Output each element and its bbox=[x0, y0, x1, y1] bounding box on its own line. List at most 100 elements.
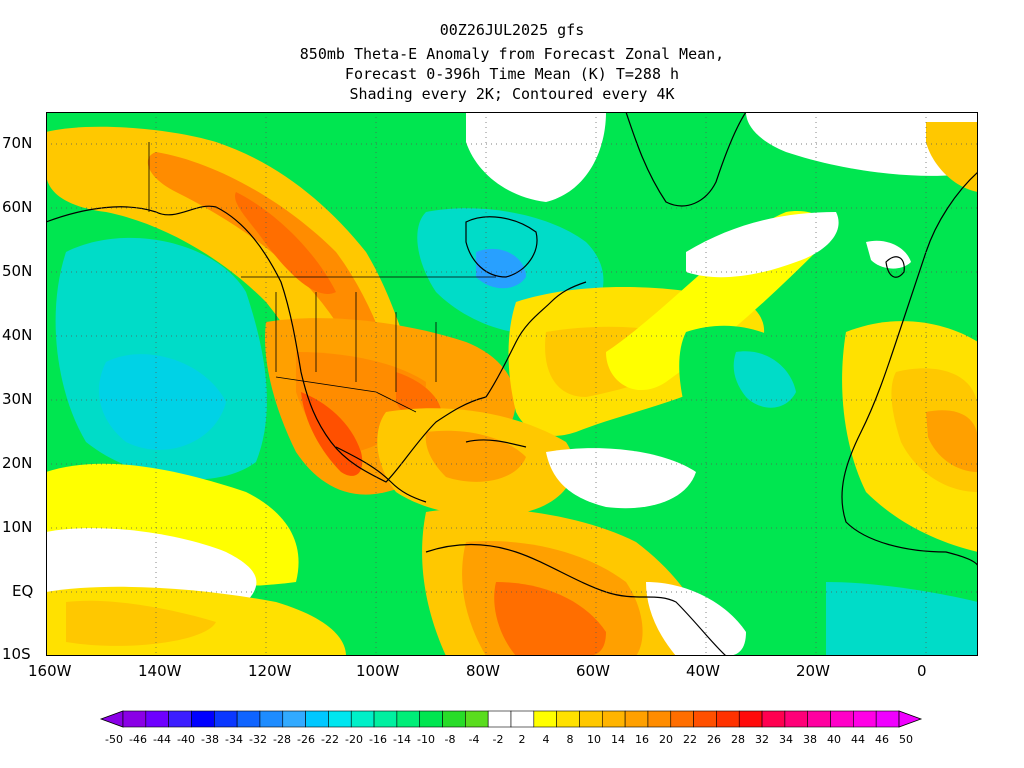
colorbar-right-arrow bbox=[898, 710, 923, 728]
colorbar-swatch bbox=[168, 710, 192, 728]
lat-label-30n: 30N bbox=[2, 390, 33, 408]
colorbar-tick-label: 38 bbox=[803, 733, 817, 746]
cuba-coastline bbox=[465, 439, 527, 448]
map-plot-area bbox=[46, 112, 978, 656]
colorbar-swatch bbox=[624, 710, 649, 728]
colorbar-tick-label: 34 bbox=[779, 733, 793, 746]
central-america-coastline bbox=[335, 446, 427, 503]
colorbar-swatch bbox=[784, 710, 809, 728]
colorbar-swatch bbox=[647, 710, 672, 728]
colorbar-tick-label: 20 bbox=[659, 733, 673, 746]
colorbar-tick-label: -32 bbox=[249, 733, 267, 746]
colorbar-tick-label: -50 bbox=[105, 733, 123, 746]
colorbar-tick-label: 26 bbox=[707, 733, 721, 746]
colorbar-tick-label: -14 bbox=[393, 733, 411, 746]
europe-africa-coastline bbox=[841, 171, 978, 568]
colorbar-tick-label: 14 bbox=[611, 733, 625, 746]
south-america-coastline bbox=[425, 543, 727, 656]
lon-label-40w: 40W bbox=[686, 662, 720, 680]
hudson-bay-coastline bbox=[465, 216, 538, 278]
colorbar-tick-label: 8 bbox=[566, 733, 574, 746]
colorbar-swatch bbox=[853, 710, 877, 728]
colorbar-tick-label: -38 bbox=[201, 733, 219, 746]
colorbar-tick-label: -40 bbox=[177, 733, 195, 746]
colorbar-swatch bbox=[830, 710, 854, 728]
colorbar-tick-label: 40 bbox=[827, 733, 841, 746]
lon-label-80w: 80W bbox=[466, 662, 500, 680]
lat-label-10n: 10N bbox=[2, 518, 33, 536]
colorbar-tick-label: -4 bbox=[468, 733, 480, 746]
caribbean-anomaly bbox=[377, 408, 696, 516]
colorbar-tick-label: -22 bbox=[321, 733, 339, 746]
south-america-warm-anomaly bbox=[422, 508, 746, 656]
colorbar-swatch bbox=[396, 710, 421, 728]
lon-label-120w: 120W bbox=[248, 662, 292, 680]
colorbar-tick-label: -34 bbox=[225, 733, 243, 746]
colorbar-swatch bbox=[305, 710, 329, 728]
colorbar-swatch bbox=[259, 710, 284, 728]
colorbar-swatch bbox=[533, 710, 557, 728]
north-america-coastline bbox=[46, 205, 587, 483]
lat-label-40n: 40N bbox=[2, 326, 33, 344]
lon-label-60w: 60W bbox=[576, 662, 610, 680]
colorbar-swatch bbox=[328, 710, 352, 728]
africa-warm-anomaly bbox=[842, 198, 978, 552]
colorbar-swatch bbox=[738, 710, 763, 728]
western-atlantic-warm-anomaly bbox=[508, 211, 839, 436]
colorbar-swatch bbox=[875, 710, 900, 728]
colorbar-swatch bbox=[145, 710, 169, 728]
greenland-coastline bbox=[625, 112, 747, 207]
colorbar-tick-label: 50 bbox=[899, 733, 913, 746]
british-isles-coastline bbox=[885, 256, 905, 278]
lon-label-20w: 20W bbox=[796, 662, 830, 680]
colorbar-tick-label: -46 bbox=[129, 733, 147, 746]
lat-label-10s: 10S bbox=[2, 645, 31, 663]
coastlines bbox=[46, 112, 978, 656]
lon-label-160w: 160W bbox=[28, 662, 72, 680]
colorbar-tick-label: 2 bbox=[518, 733, 526, 746]
map-title-line2: 850mb Theta-E Anomaly from Forecast Zona… bbox=[299, 45, 725, 63]
colorbar-swatch bbox=[510, 710, 535, 728]
colorbar-tick-label: -26 bbox=[297, 733, 315, 746]
colorbar-tick-label: 32 bbox=[755, 733, 769, 746]
lat-label-70n: 70N bbox=[2, 134, 33, 152]
colorbar-tick-label: -8 bbox=[444, 733, 456, 746]
lat-label-20n: 20N bbox=[2, 454, 33, 472]
colorbar-tick-label: 44 bbox=[851, 733, 865, 746]
colorbar-swatch bbox=[465, 710, 489, 728]
colorbar-tick-label: 16 bbox=[635, 733, 649, 746]
lat-label-eq: EQ bbox=[12, 582, 34, 600]
weather-map bbox=[46, 112, 978, 656]
colorbar-swatch bbox=[487, 710, 512, 728]
colorbar-tick-label: -44 bbox=[153, 733, 171, 746]
map-title-line4: Shading every 2K; Contoured every 4K bbox=[349, 85, 675, 103]
lat-label-60n: 60N bbox=[2, 198, 33, 216]
colorbar-swatch bbox=[236, 710, 261, 728]
colorbar-tick-label: 46 bbox=[875, 733, 889, 746]
colorbar-swatch bbox=[282, 710, 306, 728]
colorbar-tick-label: 22 bbox=[683, 733, 697, 746]
us-state-borders bbox=[275, 292, 437, 392]
colorbar-swatch bbox=[373, 710, 398, 728]
colorbar-swatch bbox=[693, 710, 717, 728]
lat-label-50n: 50N bbox=[2, 262, 33, 280]
map-title-line1: 00Z26JUL2025 gfs bbox=[439, 21, 585, 39]
colorbar-swatch bbox=[761, 710, 786, 728]
colorbar-swatch bbox=[579, 710, 603, 728]
colorbar-tick-label: -10 bbox=[417, 733, 435, 746]
colorbar-swatch bbox=[350, 710, 375, 728]
lon-label-100w: 100W bbox=[356, 662, 400, 680]
colorbar-swatch bbox=[556, 710, 580, 728]
colorbar-swatch bbox=[807, 710, 831, 728]
central-atlantic-cool-anomaly bbox=[679, 325, 978, 656]
colorbar-tick-label: 10 bbox=[587, 733, 601, 746]
colorbar-tick-label: 4 bbox=[542, 733, 550, 746]
lon-label-140w: 140W bbox=[138, 662, 182, 680]
lon-label-0: 0 bbox=[917, 662, 927, 680]
colorbar-swatch bbox=[122, 710, 147, 728]
map-gridlines bbox=[46, 112, 978, 656]
colorbar-swatch bbox=[670, 710, 694, 728]
colorbar-swatch bbox=[213, 710, 238, 728]
pacific-cold-anomaly bbox=[55, 237, 267, 480]
